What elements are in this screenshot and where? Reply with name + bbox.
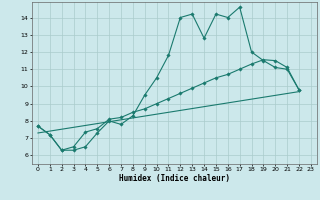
X-axis label: Humidex (Indice chaleur): Humidex (Indice chaleur)	[119, 174, 230, 183]
